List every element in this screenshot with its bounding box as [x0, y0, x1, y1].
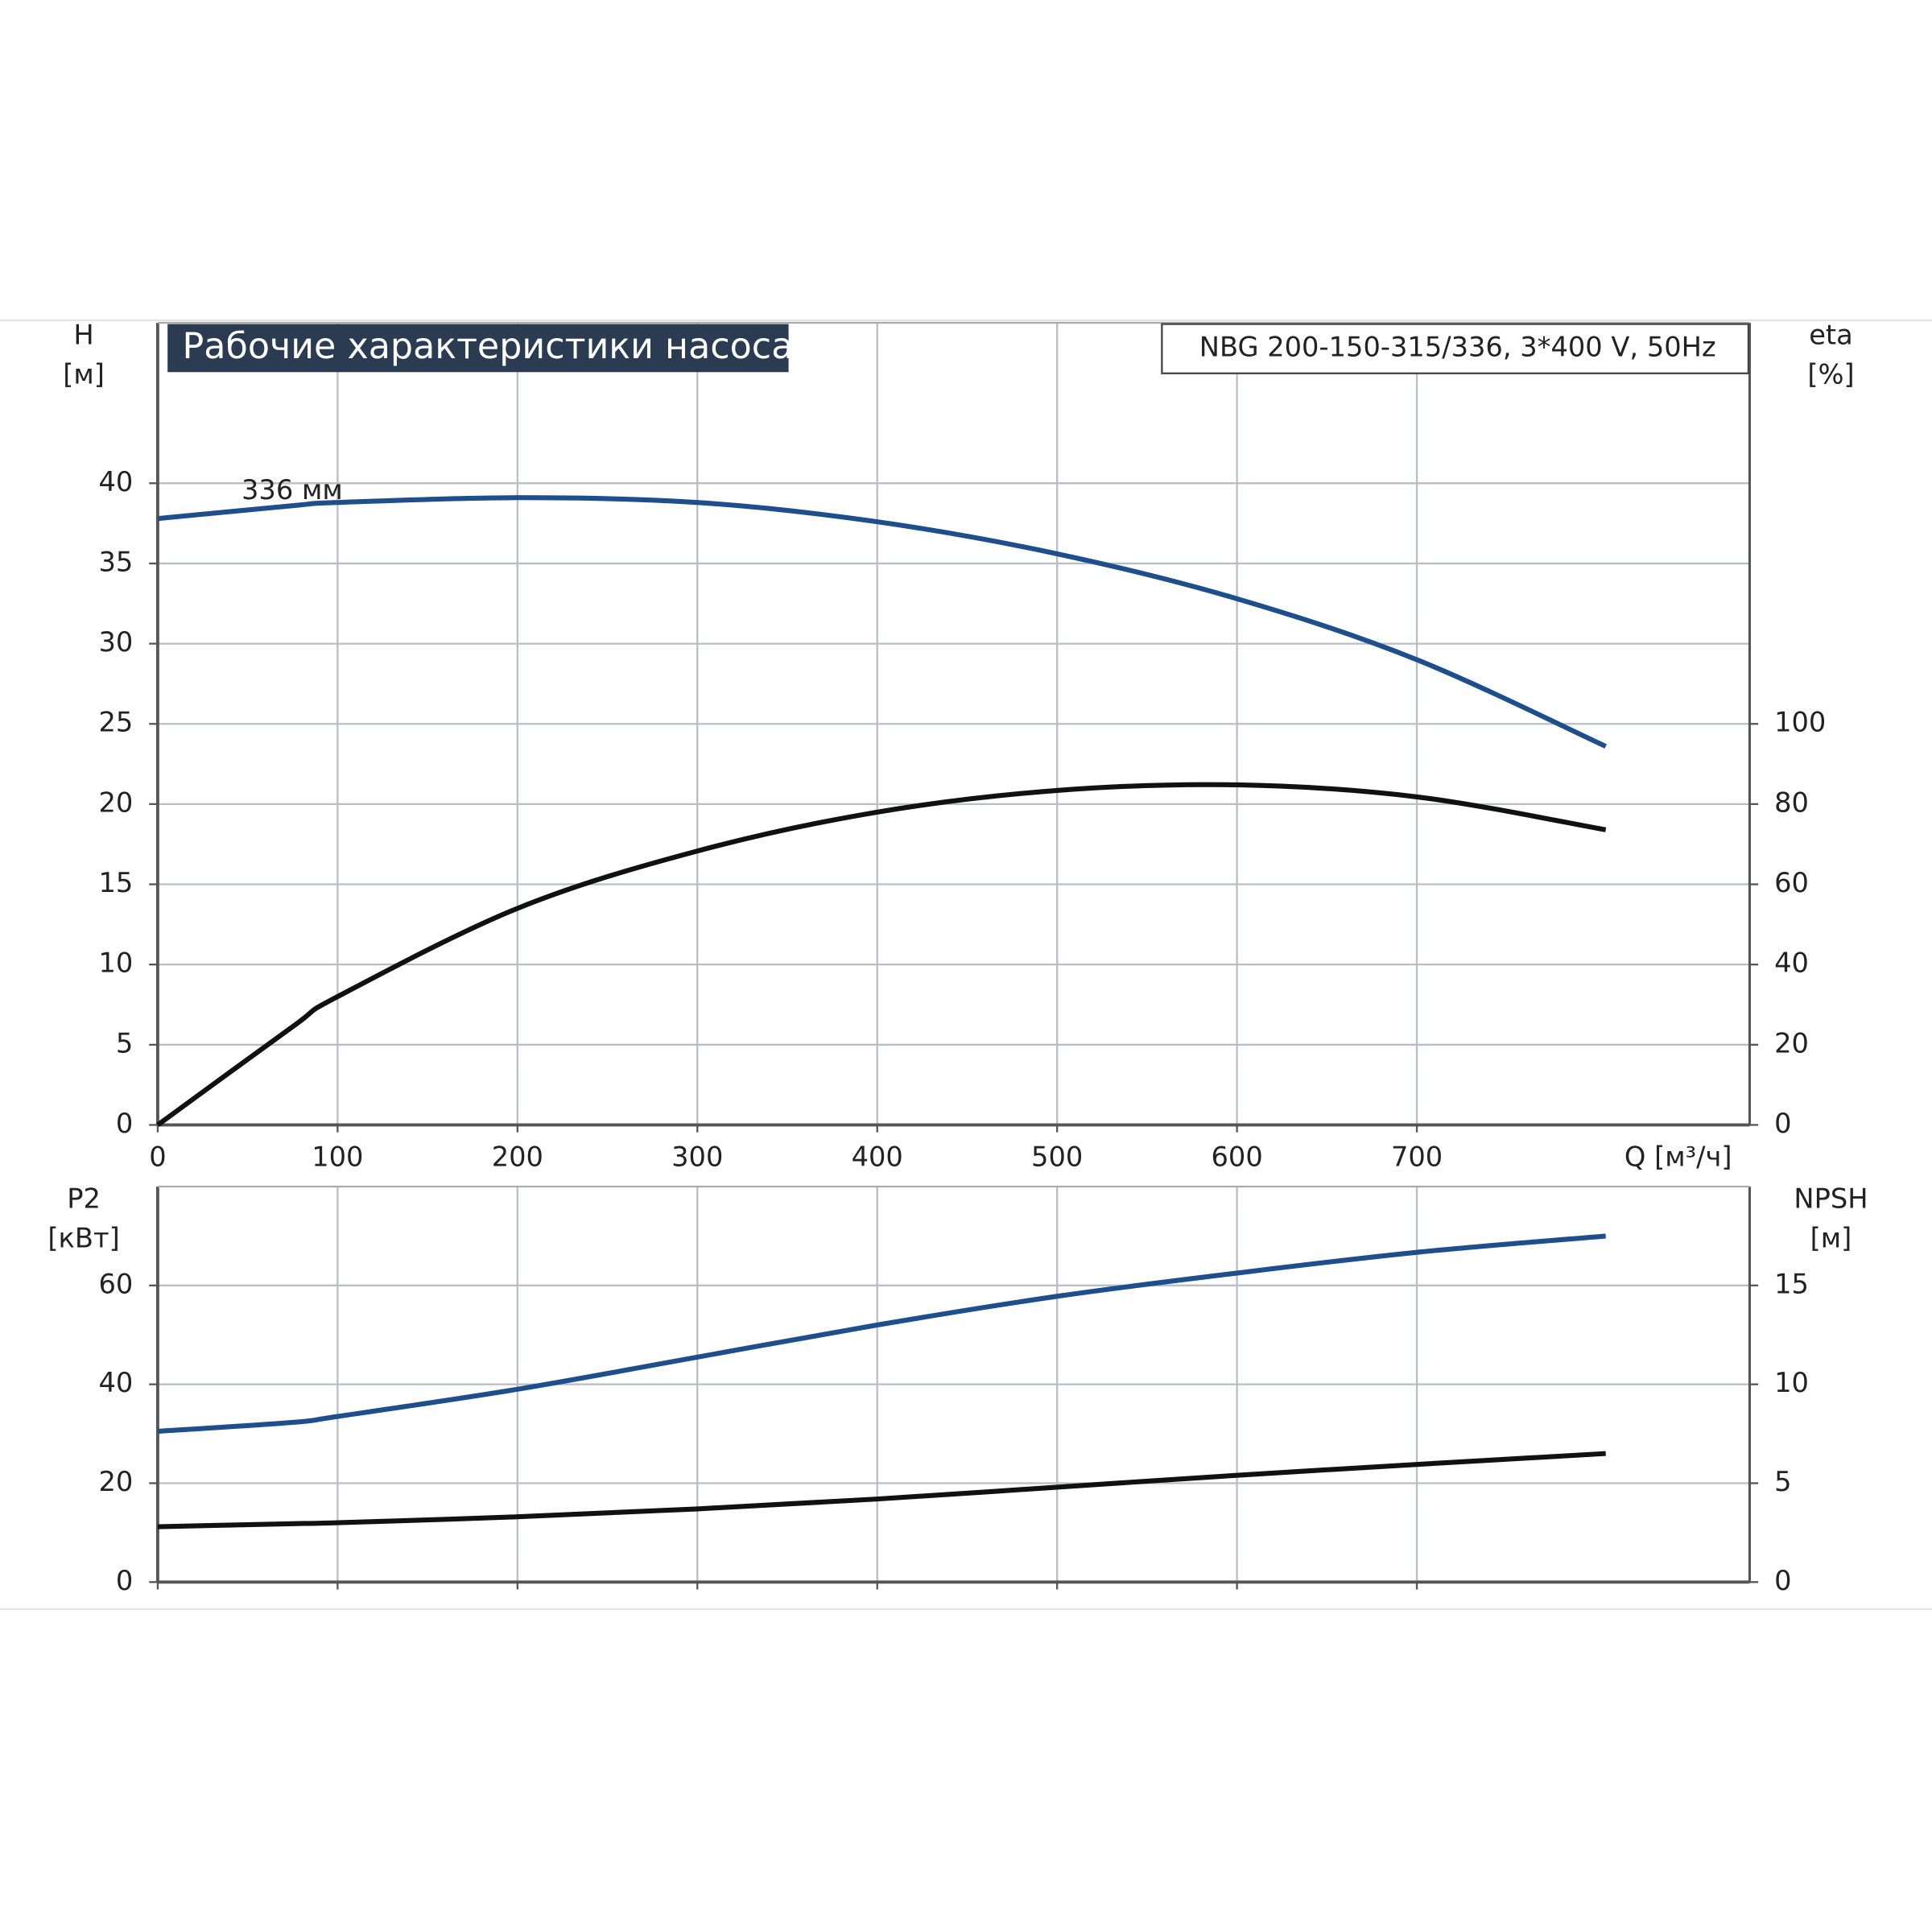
y-tick-label: 0	[116, 1108, 133, 1139]
y-tick-label: 30	[98, 626, 133, 658]
y2-tick-label: 5	[1774, 1466, 1791, 1497]
y-tick-label: 15	[98, 867, 133, 898]
y2-axis-label: eta	[1809, 319, 1853, 350]
y2-axis-unit: [м]	[1810, 1222, 1852, 1253]
y2-tick-label: 60	[1774, 867, 1809, 898]
y2-tick-label: 40	[1774, 947, 1809, 979]
y-tick-label: 40	[98, 1367, 133, 1398]
y-axis-unit: [м]	[63, 358, 105, 390]
y2-tick-label: 15	[1774, 1268, 1809, 1299]
y-axis-unit: [кВт]	[47, 1222, 119, 1253]
x-tick-label: 700	[1391, 1141, 1443, 1172]
x-tick-label: 100	[312, 1141, 363, 1172]
y2-tick-label: 80	[1774, 786, 1809, 818]
y2-tick-label: 100	[1774, 707, 1826, 738]
y-tick-label: 20	[98, 786, 133, 818]
y-tick-label: 25	[98, 707, 133, 738]
y2-axis-unit: [%]	[1807, 358, 1854, 390]
y-tick-label: 60	[98, 1268, 133, 1299]
y2-tick-label: 0	[1774, 1565, 1791, 1596]
y2-axis-label: NPSH	[1794, 1183, 1868, 1214]
series-label: 336 мм	[242, 474, 343, 506]
x-tick-label: 400	[852, 1141, 903, 1172]
y-tick-label: 40	[98, 466, 133, 497]
y-axis-label: P2	[67, 1183, 101, 1214]
x-tick-label: 600	[1212, 1141, 1263, 1172]
chart-subtitle: NBG 200-150-315/336, 3*400 V, 50Hz	[1199, 332, 1716, 363]
x-tick-label: 200	[492, 1141, 543, 1172]
y2-tick-label: 10	[1774, 1367, 1809, 1398]
title-box	[167, 324, 789, 373]
y-tick-label: 35	[98, 546, 133, 577]
y2-tick-label: 20	[1774, 1027, 1809, 1059]
y2-tick-label: 0	[1774, 1108, 1791, 1139]
y-tick-label: 20	[98, 1466, 133, 1497]
y-tick-label: 5	[116, 1027, 133, 1059]
series-line	[156, 782, 1607, 1127]
x-axis-label: Q [м³/ч]	[1624, 1141, 1732, 1172]
series-line	[157, 1233, 1606, 1435]
y-tick-label: 0	[116, 1565, 133, 1596]
subtitle-box	[1161, 323, 1750, 374]
chart-title: Рабочие характеристики насоса	[183, 326, 794, 367]
x-tick-label: 300	[671, 1141, 723, 1172]
series-line	[157, 495, 1607, 749]
series-line	[157, 1451, 1606, 1530]
y-axis-label: H	[73, 319, 93, 350]
x-tick-label: 0	[149, 1141, 166, 1172]
y-tick-label: 10	[98, 947, 133, 979]
x-tick-label: 500	[1031, 1141, 1083, 1172]
